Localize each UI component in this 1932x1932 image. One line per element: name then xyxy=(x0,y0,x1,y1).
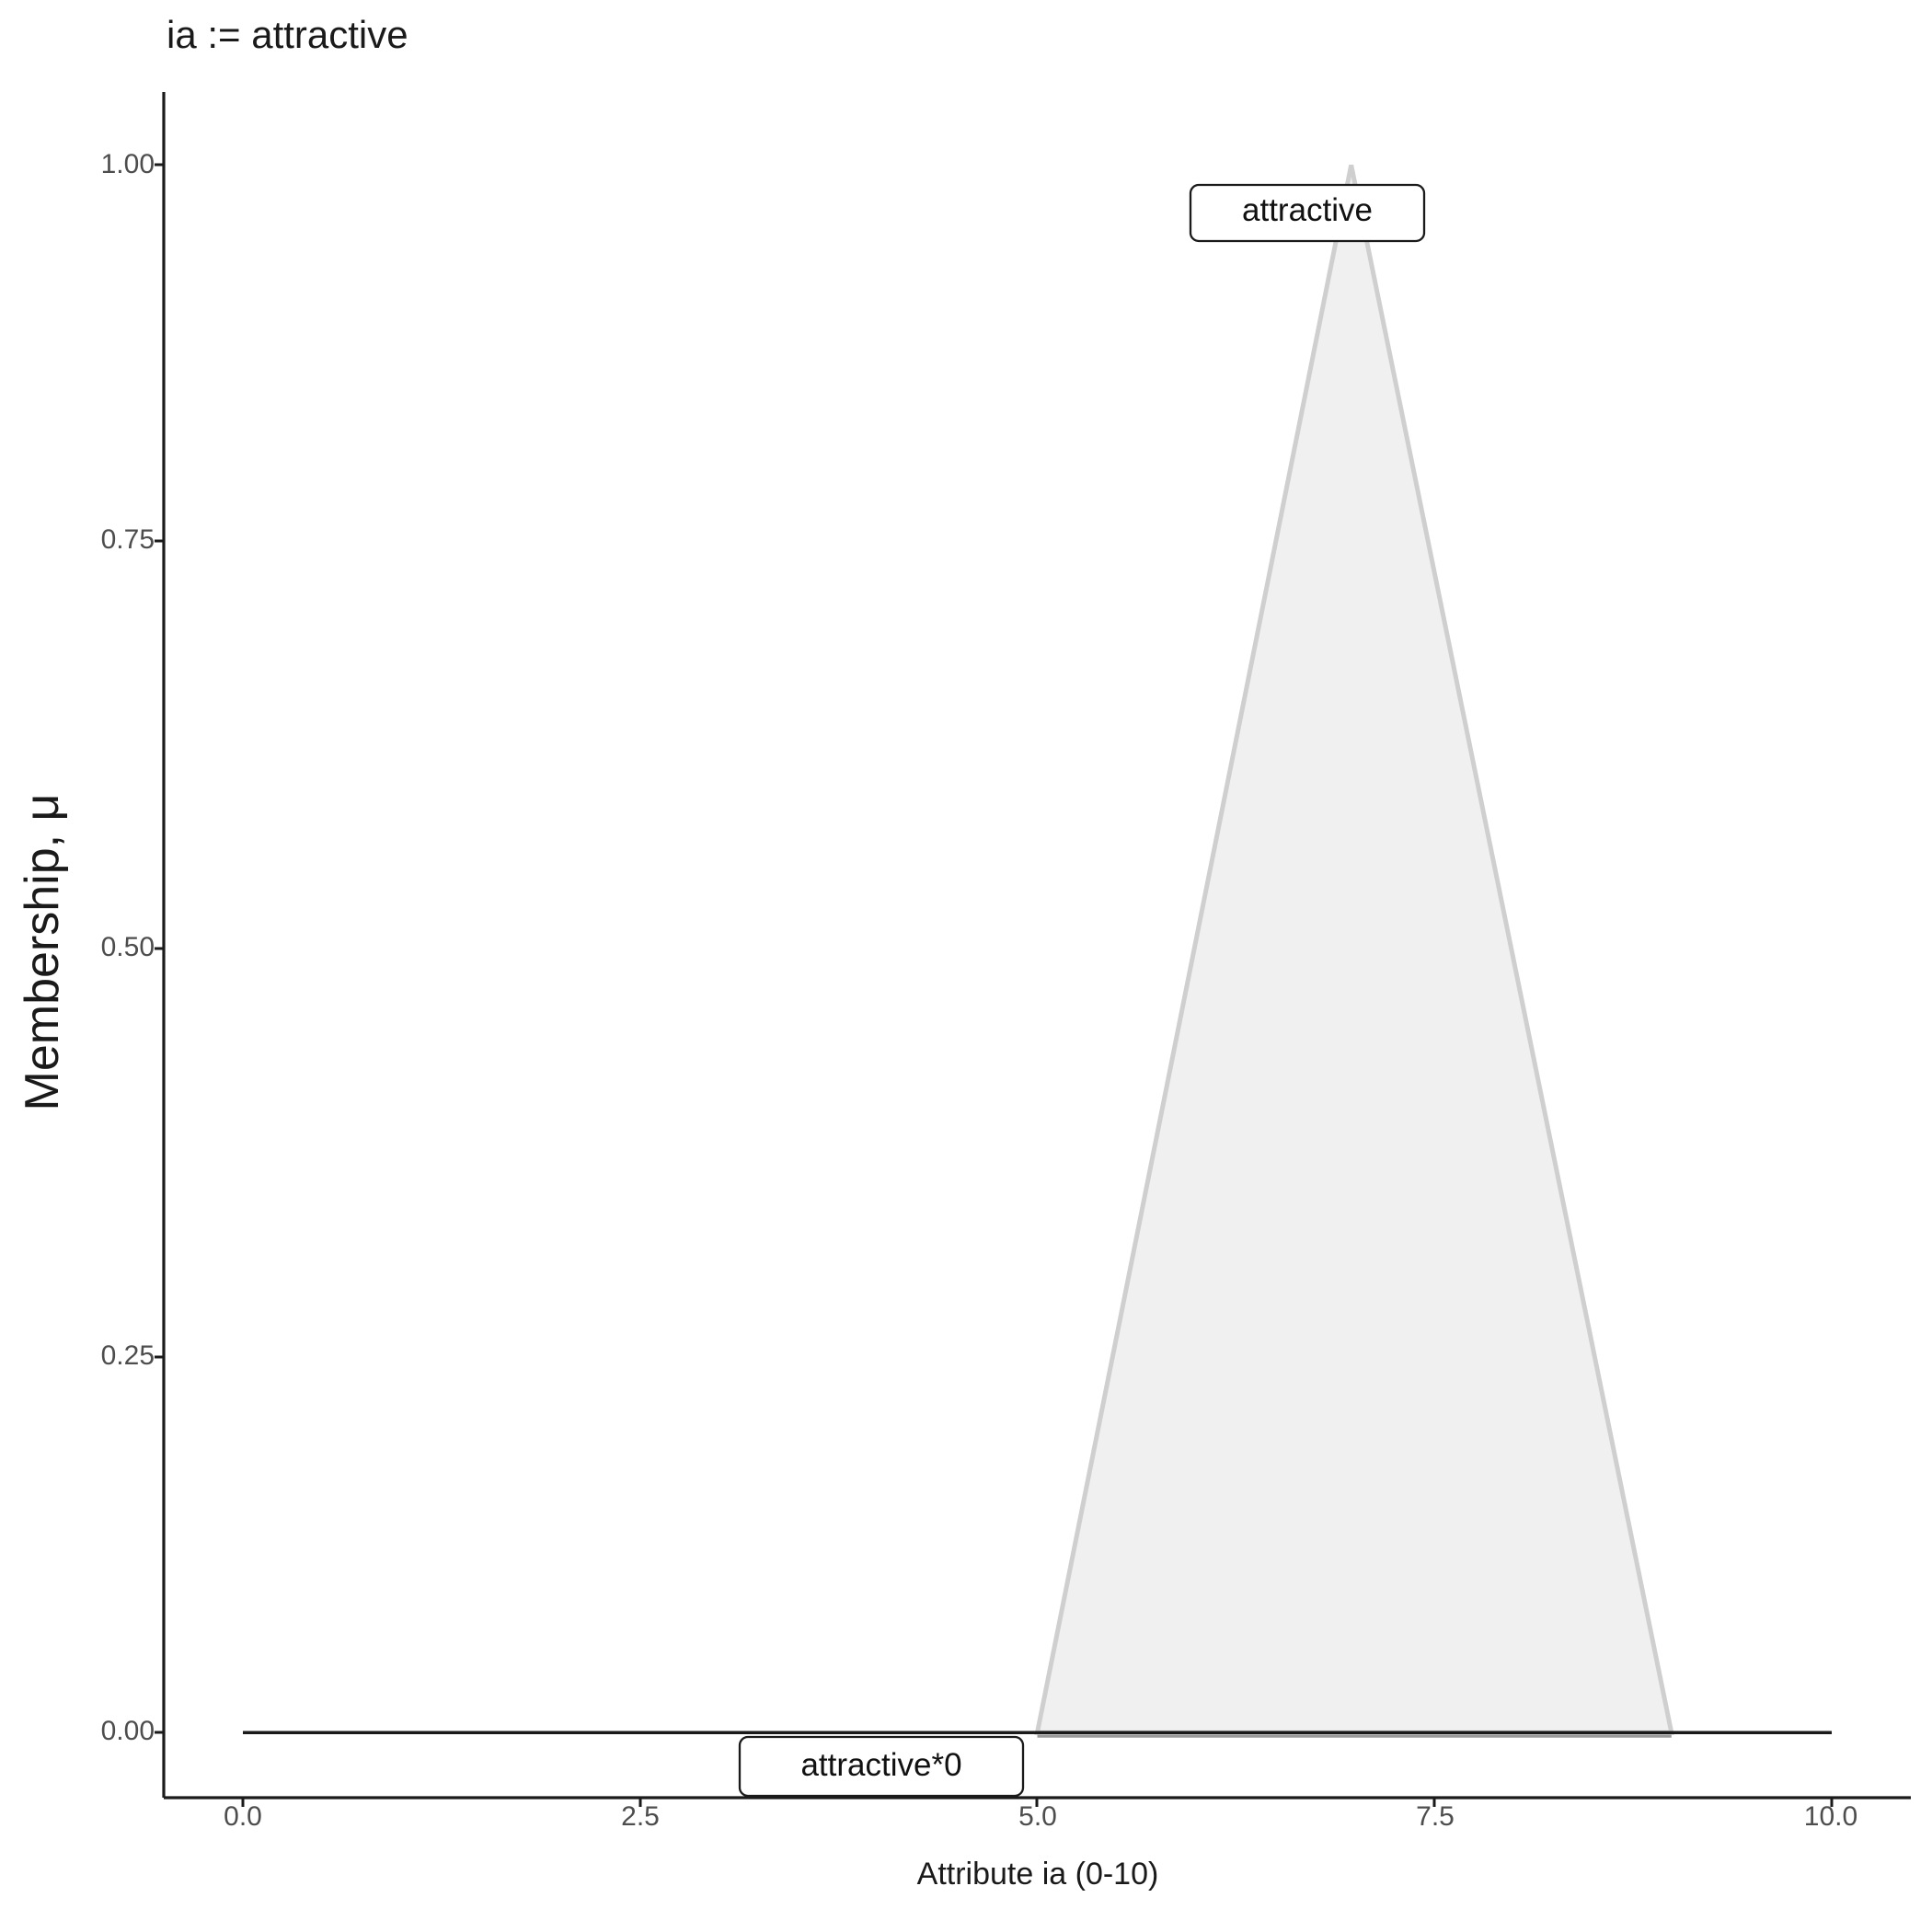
svg-text:attractive*0: attractive*0 xyxy=(800,1747,961,1783)
svg-text:attractive: attractive xyxy=(1242,192,1373,228)
